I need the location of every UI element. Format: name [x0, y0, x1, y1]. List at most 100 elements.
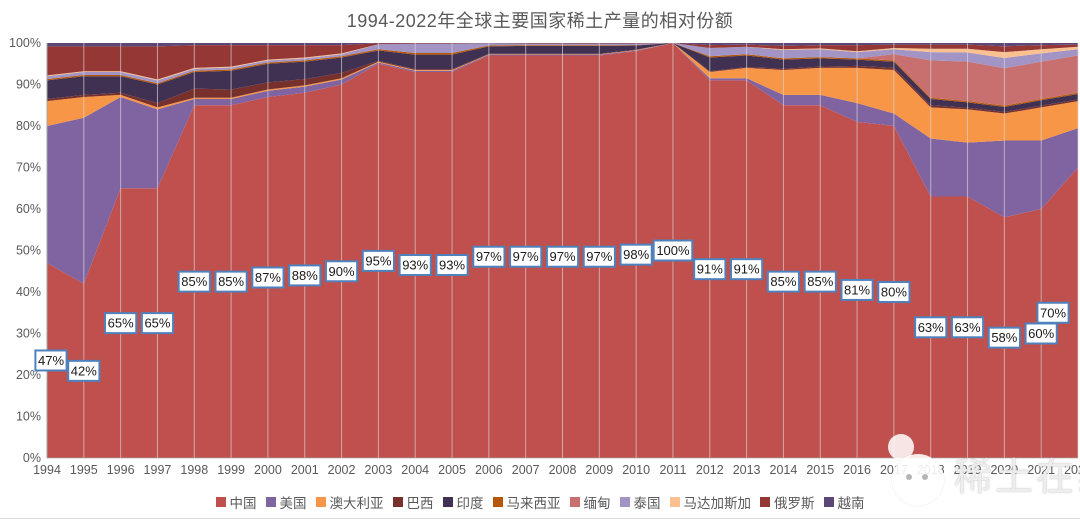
data-label-2006: 97%	[472, 245, 506, 268]
data-label-text: 65%	[108, 316, 134, 331]
data-label-2009: 97%	[582, 245, 616, 268]
data-label-text: 97%	[513, 249, 539, 264]
data-label-2022: 70%	[1036, 301, 1070, 324]
data-label-box	[582, 245, 616, 268]
data-label-text: 65%	[144, 316, 170, 331]
x-tick-2007: 2007	[512, 463, 540, 477]
data-label-box	[950, 316, 985, 339]
data-label-text: 97%	[476, 249, 502, 264]
data-label-box	[34, 349, 68, 372]
x-tick-1997: 1997	[144, 463, 172, 477]
y-tick-20%: 20%	[16, 368, 41, 382]
chart-title: 1994-2022年全球主要国家稀土产量的相对份额	[346, 11, 734, 31]
data-label-box	[730, 258, 764, 281]
data-label-1996: 65%	[104, 312, 138, 335]
data-label-box	[693, 258, 727, 281]
legend-item-5: 马来西亚	[492, 492, 561, 512]
data-label-text: 58%	[991, 330, 1017, 345]
x-tick-1995: 1995	[70, 463, 98, 477]
data-label-box	[214, 270, 248, 293]
legend-item-9: 俄罗斯	[760, 492, 815, 512]
x-tick-1999: 1999	[217, 463, 245, 477]
data-label-text: 93%	[439, 258, 465, 273]
legend-swatch-icon	[619, 497, 630, 507]
data-label-2007: 97%	[509, 245, 543, 268]
data-label-text: 88%	[292, 268, 318, 283]
x-tick-2016: 2016	[843, 463, 871, 477]
data-label-text: 85%	[807, 274, 833, 289]
data-label-box	[361, 249, 395, 272]
legend-item-8: 马达加斯加	[669, 492, 751, 512]
legend-swatch-icon	[569, 497, 580, 507]
data-label-1995: 42%	[67, 359, 101, 382]
data-label-box	[840, 278, 874, 301]
data-label-2015: 85%	[803, 270, 837, 293]
data-label-text: 91%	[697, 262, 723, 277]
legend-item-6: 缅甸	[569, 492, 611, 512]
legend-item-10: 越南	[823, 492, 865, 512]
data-label-text: 87%	[255, 270, 281, 285]
data-label-2014: 85%	[766, 270, 801, 293]
data-label-2017: 80%	[877, 281, 911, 303]
data-label-1994: 47%	[34, 349, 68, 372]
y-tick-0%: 0%	[23, 451, 41, 465]
legend-swatch-icon	[442, 497, 453, 507]
data-label-text: 91%	[734, 262, 760, 277]
data-label-2008: 97%	[545, 245, 580, 268]
x-tick-2017: 2017	[880, 463, 908, 477]
data-label-text: 100%	[656, 243, 690, 258]
legend-item-1: 美国	[265, 492, 307, 512]
legend-label: 巴西	[406, 496, 434, 511]
y-tick-80%: 80%	[16, 119, 41, 133]
x-tick-1994: 1994	[33, 463, 61, 477]
data-label-box	[104, 312, 138, 335]
data-label-box	[67, 359, 101, 382]
x-tick-2015: 2015	[806, 463, 834, 477]
data-label-box	[545, 245, 580, 268]
x-tick-2002: 2002	[328, 463, 356, 477]
x-tick-2018: 2018	[917, 463, 945, 477]
data-label-text: 63%	[955, 320, 981, 335]
data-label-box	[652, 239, 694, 262]
x-tick-2011: 2011	[660, 463, 687, 477]
data-label-2021: 60%	[1024, 322, 1058, 345]
data-label-text: 93%	[402, 258, 428, 273]
data-label-box	[766, 270, 801, 293]
data-label-text: 80%	[881, 285, 907, 300]
legend-swatch-icon	[215, 497, 226, 507]
x-tick-2012: 2012	[696, 463, 724, 477]
legend: 中国 美国 澳大利亚 巴西 印度 马来西亚 缅甸 泰国 马达加斯加 俄罗斯 越南	[0, 492, 1080, 512]
legend-label: 缅甸	[583, 496, 611, 511]
data-label-box	[472, 245, 506, 268]
data-label-2018: 63%	[914, 316, 948, 339]
data-label-text: 63%	[918, 320, 944, 335]
data-label-text: 70%	[1040, 305, 1066, 320]
data-label-text: 98%	[623, 247, 649, 262]
legend-swatch-icon	[669, 497, 680, 507]
y-tick-10%: 10%	[16, 410, 41, 424]
data-label-box	[877, 281, 911, 303]
data-label-2019: 63%	[950, 316, 985, 339]
data-label-box	[398, 254, 432, 277]
data-label-2010: 98%	[619, 243, 653, 266]
data-label-2012: 91%	[693, 258, 727, 281]
x-tick-2004: 2004	[401, 463, 429, 477]
legend-swatch-icon	[392, 497, 403, 507]
data-label-box	[914, 316, 948, 339]
data-label-2020: 58%	[987, 326, 1021, 349]
legend-label: 俄罗斯	[774, 496, 815, 511]
x-tick-1998: 1998	[180, 463, 208, 477]
data-label-2000: 87%	[251, 266, 285, 289]
data-label-box	[288, 264, 322, 287]
x-tick-2006: 2006	[475, 463, 503, 477]
y-tick-70%: 70%	[16, 161, 41, 175]
data-label-box	[1036, 301, 1070, 324]
x-tick-1996: 1996	[107, 463, 135, 477]
y-tick-50%: 50%	[16, 244, 41, 258]
legend-label: 马来西亚	[506, 496, 561, 511]
legend-label: 美国	[279, 496, 307, 511]
data-label-1999: 85%	[214, 270, 248, 293]
legend-swatch-icon	[760, 497, 770, 507]
y-tick-60%: 60%	[16, 202, 41, 216]
